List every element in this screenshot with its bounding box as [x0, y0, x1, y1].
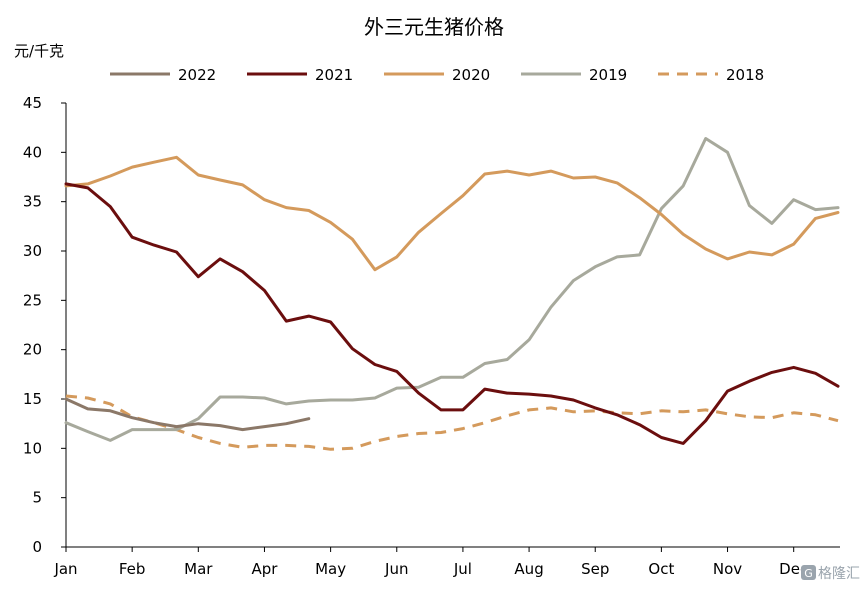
x-tick-label: Dec — [779, 560, 808, 578]
x-tick-label: Aug — [514, 560, 543, 578]
watermark-logo-icon — [801, 565, 816, 580]
x-tick-label: Feb — [119, 560, 146, 578]
y-tick-label: 25 — [23, 291, 42, 309]
legend-label-2018: 2018 — [726, 66, 764, 84]
x-tick-label: Jan — [53, 560, 77, 578]
series-line-2021 — [64, 182, 840, 445]
y-tick-label: 15 — [23, 390, 42, 408]
legend-label-2019: 2019 — [589, 66, 627, 84]
chart-title: 外三元生猪价格 — [364, 15, 504, 39]
chart-legend: 2022 2021 2020 2019 2018 — [110, 66, 764, 84]
x-tick-label: Jun — [384, 560, 408, 578]
series-line-2020 — [64, 155, 840, 272]
watermark: G 格隆汇 — [801, 565, 860, 582]
y-axis-unit-label: 元/千克 — [14, 42, 64, 60]
series-layer — [64, 137, 840, 451]
x-tick-label: Apr — [251, 560, 278, 578]
series-line-2022 — [64, 397, 311, 432]
chart-axes: 0 5 10 15 20 25 30 35 40 45 Jan Feb Mar Apr May Jun Jul A… — [23, 94, 840, 578]
y-tick-label: 45 — [23, 94, 42, 112]
x-tick-label: Jul — [453, 560, 472, 578]
legend-label-2022: 2022 — [178, 66, 216, 84]
series-line-2019 — [64, 137, 840, 442]
watermark-logo-letter: G — [804, 567, 813, 580]
x-tick-label: Oct — [648, 560, 674, 578]
y-tick-label: 5 — [32, 489, 42, 507]
y-tick-label: 20 — [23, 341, 42, 359]
legend-label-2020: 2020 — [452, 66, 490, 84]
y-tick-label: 40 — [23, 143, 42, 161]
y-tick-label: 10 — [23, 439, 42, 457]
watermark-text: 格隆汇 — [818, 566, 860, 582]
y-tick-label: 35 — [23, 193, 42, 211]
y-tick-label: 0 — [32, 538, 42, 556]
y-tick-label: 30 — [23, 242, 42, 260]
x-tick-label: Nov — [713, 560, 742, 578]
series-line-2018 — [65, 394, 839, 451]
x-tick-label: May — [315, 560, 346, 578]
x-tick-label: Mar — [184, 560, 213, 578]
x-tick-label: Sep — [581, 560, 609, 578]
legend-label-2021: 2021 — [315, 66, 353, 84]
